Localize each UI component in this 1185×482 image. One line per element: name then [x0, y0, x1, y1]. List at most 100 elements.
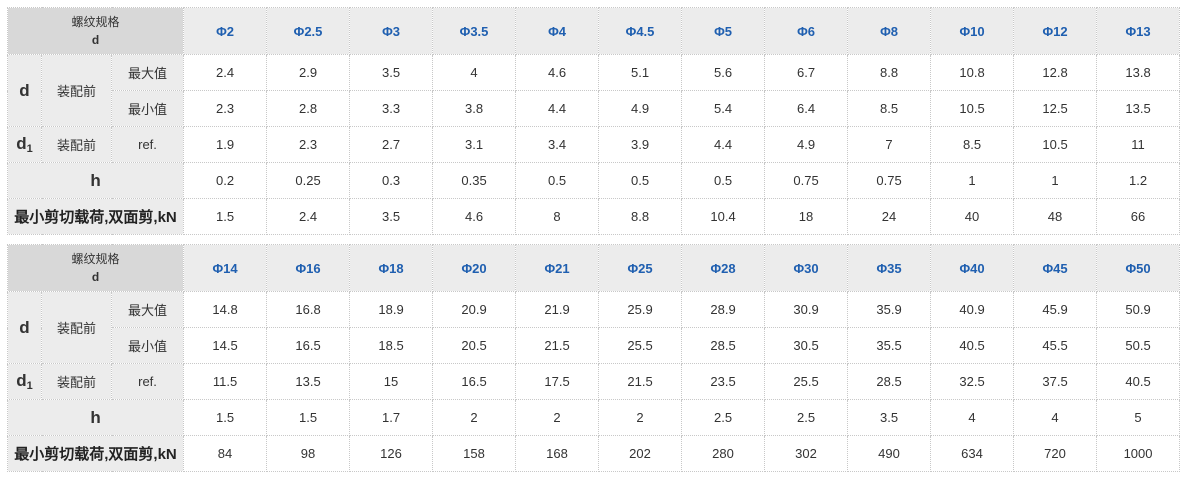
d1-ref-cell: 40.5: [1096, 363, 1181, 400]
d1-subscript: 1: [26, 380, 33, 392]
d-min-cell: 21.5: [515, 327, 600, 364]
table-row: 最小值 2.3 2.8 3.3 3.8 4.4 4.9 5.4 6.4 8.5 …: [8, 90, 1181, 127]
table-row: 最小剪切载荷,双面剪,kN 84 98 126 158 168 202 280 …: [6, 435, 1181, 472]
d1-ref-cell: 8.5: [930, 126, 1015, 163]
d1-ref-cell: 3.9: [598, 126, 683, 163]
shear-cell: 720: [1013, 435, 1098, 472]
h-cell: 4: [930, 399, 1015, 436]
d-min-cell: 28.5: [681, 327, 766, 364]
d-min-cell: 18.5: [349, 327, 434, 364]
spec-header: Φ14: [183, 244, 268, 292]
d-max-cell: 3.5: [349, 54, 434, 91]
d-min-cell: 6.4: [764, 90, 849, 127]
h-cell: 0.2: [183, 162, 268, 199]
h-cell: 0.25: [266, 162, 351, 199]
shear-cell: 10.4: [681, 198, 766, 235]
corner-symbol: d: [91, 33, 100, 47]
shear-cell: 168: [515, 435, 600, 472]
shear-cell: 202: [598, 435, 683, 472]
row-label-min: 最小值: [110, 90, 185, 127]
spec-header: Φ4.5: [598, 7, 683, 55]
h-cell: 2.5: [681, 399, 766, 436]
shear-cell: 98: [266, 435, 351, 472]
d-max-cell: 6.7: [764, 54, 849, 91]
d1-ref-cell: 2.7: [349, 126, 434, 163]
d-min-cell: 3.8: [432, 90, 517, 127]
spec-header: Φ4: [515, 7, 600, 55]
h-cell: 0.75: [764, 162, 849, 199]
d-min-cell: 30.5: [764, 327, 849, 364]
h-cell: 0.5: [681, 162, 766, 199]
corner-title: 螺纹规格: [71, 252, 120, 266]
table-row: h 1.5 1.5 1.7 2 2 2 2.5 2.5 3.5 4 4 5: [6, 399, 1181, 436]
d1-ref-cell: 28.5: [847, 363, 932, 400]
h-cell: 0.75: [847, 162, 932, 199]
corner-cell: 螺纹规格 d: [6, 244, 185, 292]
d-max-cell: 14.8: [183, 291, 268, 328]
row-label-h: h: [6, 162, 185, 199]
h-cell: 0.5: [598, 162, 683, 199]
d-max-cell: 10.8: [930, 54, 1015, 91]
d-max-cell: 40.9: [930, 291, 1015, 328]
row-label-max: 最大值: [110, 291, 185, 328]
d-min-cell: 40.5: [930, 327, 1015, 364]
row-label-max: 最大值: [110, 54, 185, 91]
d1-ref-cell: 4.9: [764, 126, 849, 163]
spec-header: Φ8: [847, 7, 932, 55]
spec-header: Φ2: [183, 7, 268, 55]
spec-header: Φ18: [349, 244, 434, 292]
d1-ref-cell: 11.5: [183, 363, 268, 400]
table-row: d1 装配前 ref. 11.5 13.5 15 16.5 17.5 21.5 …: [7, 363, 1181, 400]
row-label-before-assembly: 装配前: [41, 54, 112, 127]
d1-main: d: [16, 371, 27, 390]
corner-symbol: d: [91, 270, 100, 284]
d-max-cell: 35.9: [847, 291, 932, 328]
d-max-cell: 21.9: [515, 291, 600, 328]
table-row: 最小值 14.5 16.5 18.5 20.5 21.5 25.5 28.5 3…: [8, 327, 1181, 364]
d-min-cell: 25.5: [598, 327, 683, 364]
h-cell: 0.3: [349, 162, 434, 199]
spec-header: Φ5: [681, 7, 766, 55]
d-min-cell: 2.8: [266, 90, 351, 127]
spec-header: Φ45: [1013, 244, 1098, 292]
d1-ref-cell: 23.5: [681, 363, 766, 400]
h-cell: 1.5: [266, 399, 351, 436]
table-row: d1 装配前 ref. 1.9 2.3 2.7 3.1 3.4 3.9 4.4 …: [7, 126, 1181, 163]
d1-ref-cell: 37.5: [1013, 363, 1098, 400]
table-row: d 装配前 最大值 14.8 16.8 18.9 20.9 21.9 25.9 …: [7, 291, 1181, 364]
shear-cell: 84: [183, 435, 268, 472]
d1-ref-cell: 3.1: [432, 126, 517, 163]
d-min-cell: 45.5: [1013, 327, 1098, 364]
d1-ref-cell: 15: [349, 363, 434, 400]
spec-header: Φ50: [1096, 244, 1181, 292]
spec-header: Φ30: [764, 244, 849, 292]
d-max-cell: 13.8: [1096, 54, 1181, 91]
corner-cell: 螺纹规格 d: [6, 7, 185, 55]
d-max-cell: 18.9: [349, 291, 434, 328]
spec-header: Φ20: [432, 244, 517, 292]
shear-cell: 490: [847, 435, 932, 472]
h-cell: 3.5: [847, 399, 932, 436]
shear-cell: 158: [432, 435, 517, 472]
d-min-cell: 3.3: [349, 90, 434, 127]
spec-header: Φ3: [349, 7, 434, 55]
h-cell: 5: [1096, 399, 1181, 436]
d-min-cell: 12.5: [1013, 90, 1098, 127]
d-min-cell: 16.5: [266, 327, 351, 364]
h-cell: 2: [432, 399, 517, 436]
row-label-shear-load: 最小剪切载荷,双面剪,kN: [6, 198, 185, 235]
h-cell: 1.5: [183, 399, 268, 436]
d-min-cell: 10.5: [930, 90, 1015, 127]
d-max-cell: 12.8: [1013, 54, 1098, 91]
header-row: 螺纹规格 d Φ14 Φ16 Φ18 Φ20 Φ21 Φ25 Φ28 Φ30 Φ…: [6, 244, 1181, 292]
d-max-cell: 50.9: [1096, 291, 1181, 328]
d1-ref-cell: 2.3: [266, 126, 351, 163]
d1-ref-cell: 32.5: [930, 363, 1015, 400]
h-cell: 0.35: [432, 162, 517, 199]
spec-header: Φ35: [847, 244, 932, 292]
shear-cell: 3.5: [349, 198, 434, 235]
h-cell: 4: [1013, 399, 1098, 436]
h-cell: 1: [1013, 162, 1098, 199]
row-label-ref: ref.: [110, 363, 185, 400]
h-cell: 2: [598, 399, 683, 436]
